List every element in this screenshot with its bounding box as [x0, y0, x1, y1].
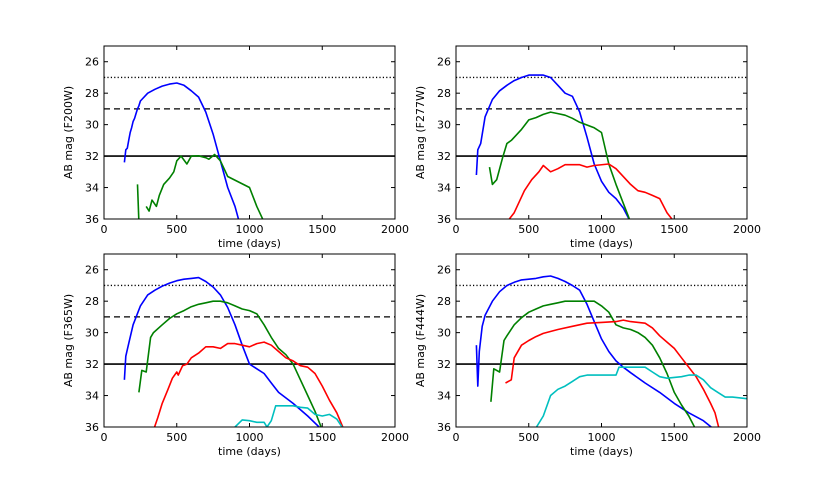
panel-1: 0 500 1000 1500 2000 26 28 30 32 34 36 time (days) A…	[62, 45, 409, 250]
series-line-green	[138, 300, 322, 427]
x-tick-label: 1500	[308, 431, 336, 444]
series-line-green	[145, 153, 264, 219]
series-line-green	[136, 184, 140, 219]
y-tick-label: 26	[437, 264, 451, 277]
x-tick-label: 2000	[381, 223, 409, 236]
y-tick-label: 30	[85, 119, 99, 132]
y-tick-label: 36	[85, 421, 99, 434]
x-tick-label: 1000	[588, 223, 616, 236]
plot-frame	[455, 253, 748, 428]
panel-3: 0 500 1000 1500 2000 26 28 30 32 34 36 time (days) A…	[62, 253, 409, 458]
x-tick-label: 500	[518, 223, 539, 236]
x-tick-label: 1500	[660, 431, 688, 444]
y-tick-label: 28	[85, 295, 99, 308]
y-tick-label: 32	[437, 358, 451, 371]
series-line-green	[488, 111, 631, 219]
x-tick-label: 0	[101, 223, 108, 236]
series-line-blue	[475, 74, 630, 219]
y-tick-label: 34	[437, 390, 451, 403]
y-tick-label: 26	[85, 56, 99, 69]
x-tick-label: 1000	[236, 223, 264, 236]
y-tick-label: 36	[437, 213, 451, 226]
y-tick-label: 32	[85, 150, 99, 163]
x-axis-label: time (days)	[218, 445, 281, 458]
series-line-blue	[475, 275, 713, 427]
y-tick-label: 28	[437, 87, 451, 100]
x-tick-label: 1000	[236, 431, 264, 444]
plot-frame	[103, 253, 396, 428]
y-axis-label: AB mag (F444W)	[414, 294, 427, 387]
series-line-red	[508, 163, 673, 219]
series-line-cyan	[535, 366, 747, 427]
series-line-cyan	[234, 404, 344, 427]
plot-frame	[103, 45, 396, 220]
x-tick-label: 0	[453, 431, 460, 444]
y-tick-label: 32	[437, 150, 451, 163]
panel-4: 0 500 1000 1500 2000 26 28 30 32 34 36 time (days) A…	[414, 253, 761, 458]
series-line-red	[153, 341, 344, 427]
x-tick-label: 1500	[308, 223, 336, 236]
y-tick-label: 26	[437, 56, 451, 69]
y-tick-label: 34	[85, 182, 99, 195]
y-tick-label: 34	[437, 182, 451, 195]
x-tick-label: 500	[518, 431, 539, 444]
y-tick-label: 36	[437, 421, 451, 434]
x-axis-label: time (days)	[570, 237, 633, 250]
y-tick-label: 34	[85, 390, 99, 403]
x-axis-label: time (days)	[218, 237, 281, 250]
y-axis-label: AB mag (F277W)	[414, 86, 427, 179]
panel-2: 0 500 1000 1500 2000 26 28 30 32 34 36 time (days) A…	[414, 45, 761, 250]
x-tick-label: 500	[166, 431, 187, 444]
y-tick-label: 26	[85, 264, 99, 277]
y-tick-label: 30	[85, 327, 99, 340]
x-tick-label: 2000	[381, 431, 409, 444]
y-tick-label: 30	[437, 327, 451, 340]
series-group	[475, 275, 747, 427]
x-tick-label: 0	[453, 223, 460, 236]
y-tick-label: 28	[437, 295, 451, 308]
x-tick-label: 500	[166, 223, 187, 236]
y-axis-label: AB mag (F200W)	[62, 86, 75, 179]
series-group	[475, 74, 673, 219]
x-tick-label: 2000	[733, 431, 761, 444]
y-tick-label: 30	[437, 119, 451, 132]
x-tick-label: 1000	[588, 431, 616, 444]
y-tick-label: 32	[85, 358, 99, 371]
y-tick-label: 28	[85, 87, 99, 100]
series-group	[123, 82, 264, 219]
x-tick-label: 0	[101, 431, 108, 444]
x-tick-label: 1500	[660, 223, 688, 236]
y-tick-label: 36	[85, 213, 99, 226]
series-line-blue	[123, 82, 240, 219]
series-line-green	[490, 300, 696, 427]
series-line-blue	[123, 276, 321, 427]
series-group	[123, 276, 344, 427]
y-axis-label: AB mag (F365W)	[62, 294, 75, 387]
x-tick-label: 2000	[733, 223, 761, 236]
x-axis-label: time (days)	[570, 445, 633, 458]
